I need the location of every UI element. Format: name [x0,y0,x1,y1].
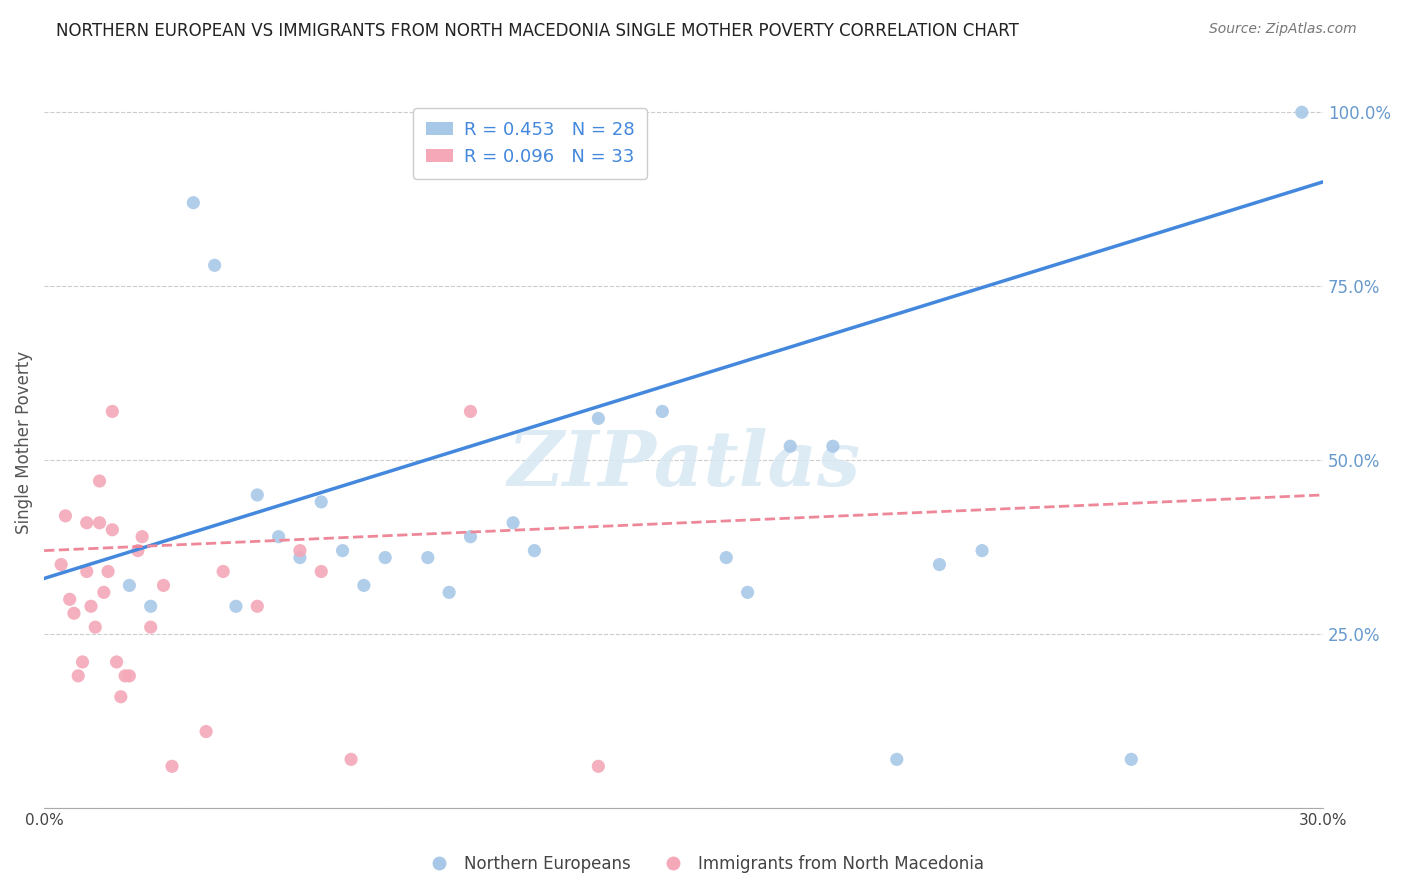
Point [460,530,482,544]
Point [72,655,94,669]
Point [80,599,103,614]
Text: Source: ZipAtlas.com: Source: ZipAtlas.com [1209,22,1357,37]
Point [89,516,111,530]
Point [374,550,396,565]
Point [114,669,136,683]
Point [1291,105,1313,120]
Point [76,516,98,530]
Point [1121,752,1143,766]
Y-axis label: Single Mother Poverty: Single Mother Poverty [15,351,32,534]
Point [928,558,950,572]
Point [97,565,120,579]
Point [110,690,132,704]
Point [160,759,183,773]
Legend: R = 0.453   N = 28, R = 0.096   N = 33: R = 0.453 N = 28, R = 0.096 N = 33 [413,109,647,178]
Point [93,585,115,599]
Point [246,599,269,614]
Point [460,404,482,418]
Point [225,599,247,614]
Point [55,508,77,523]
Point [76,565,98,579]
Point [89,474,111,488]
Point [204,258,226,272]
Point [737,585,759,599]
Legend: Northern Europeans, Immigrants from North Macedonia: Northern Europeans, Immigrants from Nort… [416,848,990,880]
Point [139,620,162,634]
Point [970,543,993,558]
Point [288,550,311,565]
Point [118,669,141,683]
Point [502,516,524,530]
Text: NORTHERN EUROPEAN VS IMMIGRANTS FROM NORTH MACEDONIA SINGLE MOTHER POVERTY CORRE: NORTHERN EUROPEAN VS IMMIGRANTS FROM NOR… [56,22,1019,40]
Point [101,523,124,537]
Point [105,655,128,669]
Point [523,543,546,558]
Point [288,543,311,558]
Point [152,578,174,592]
Point [651,404,673,418]
Point [127,543,149,558]
Point [886,752,908,766]
Text: ZIPatlas: ZIPatlas [508,427,860,501]
Point [340,752,363,766]
Point [118,578,141,592]
Point [84,620,107,634]
Point [183,195,205,210]
Point [246,488,269,502]
Point [437,585,460,599]
Point [588,759,610,773]
Point [309,495,332,509]
Point [195,724,218,739]
Point [353,578,375,592]
Point [101,404,124,418]
Point [267,530,290,544]
Point [416,550,439,565]
Point [779,439,801,453]
Point [309,565,332,579]
Point [332,543,354,558]
Point [212,565,235,579]
Point [716,550,738,565]
Point [59,592,82,607]
Point [821,439,844,453]
Point [67,669,90,683]
Point [131,530,153,544]
Point [63,606,86,620]
Point [51,558,73,572]
Point [139,599,162,614]
Point [588,411,610,425]
